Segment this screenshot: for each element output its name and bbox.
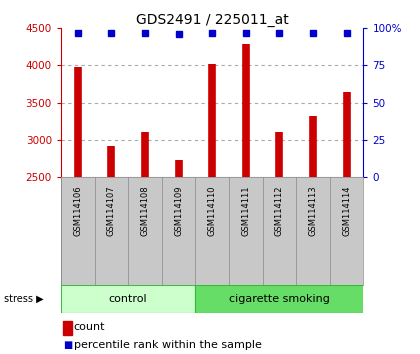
Text: cigarette smoking: cigarette smoking: [229, 294, 330, 304]
Text: GSM114109: GSM114109: [174, 185, 183, 236]
FancyBboxPatch shape: [195, 285, 363, 313]
Text: GSM114114: GSM114114: [342, 185, 351, 236]
Text: GSM114110: GSM114110: [207, 185, 217, 236]
Text: stress ▶: stress ▶: [4, 294, 44, 304]
Title: GDS2491 / 225011_at: GDS2491 / 225011_at: [136, 13, 289, 27]
Text: count: count: [74, 322, 105, 332]
Text: GSM114106: GSM114106: [73, 185, 82, 236]
Text: percentile rank within the sample: percentile rank within the sample: [74, 340, 261, 350]
Text: GSM114111: GSM114111: [241, 185, 250, 236]
Text: GSM114107: GSM114107: [107, 185, 116, 236]
Text: GSM114108: GSM114108: [140, 185, 150, 236]
Text: control: control: [109, 294, 147, 304]
Text: GSM114112: GSM114112: [275, 185, 284, 236]
Text: ■: ■: [63, 340, 72, 350]
Text: GSM114113: GSM114113: [308, 185, 318, 236]
FancyBboxPatch shape: [61, 285, 195, 313]
